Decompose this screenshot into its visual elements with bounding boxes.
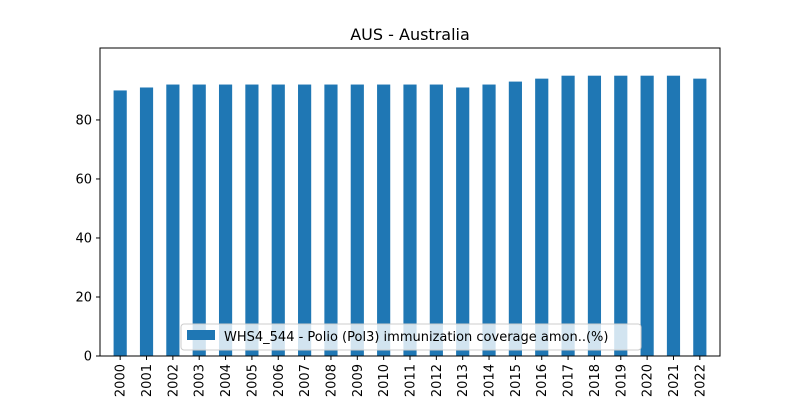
legend: WHS4_544 - Polio (Pol3) immunization cov… xyxy=(180,323,642,351)
x-tick-label: 2022 xyxy=(693,364,708,397)
y-tick-label: 0 xyxy=(84,350,92,365)
bar-2022 xyxy=(693,78,707,357)
bar-2011 xyxy=(403,84,417,356)
x-tick-label: 2017 xyxy=(562,364,577,397)
bar-2008 xyxy=(324,84,338,356)
bar-2014 xyxy=(482,84,496,356)
x-tick-label: 2012 xyxy=(430,364,445,397)
bar-2009 xyxy=(350,84,364,356)
legend-label: WHS4_544 - Polio (Pol3) immunization cov… xyxy=(224,330,608,345)
x-tick-label: 2018 xyxy=(588,364,603,397)
y-tick-label: 40 xyxy=(75,231,92,246)
x-tick-label: 2000 xyxy=(114,364,129,397)
x-axis: 2000 2001 2002 2003 2004 2005 2006 2007 2008 2009… xyxy=(114,356,708,397)
y-tick-label: 20 xyxy=(75,290,92,305)
bar-2001 xyxy=(139,87,154,356)
x-tick-label: 2008 xyxy=(324,364,339,397)
legend-swatch xyxy=(187,330,215,340)
bar-2017 xyxy=(561,75,575,356)
x-tick-label: 2016 xyxy=(535,364,550,397)
legend-box xyxy=(180,323,642,351)
x-tick-label: 2002 xyxy=(166,364,181,397)
bar-2012 xyxy=(429,84,443,356)
x-tick-label: 2007 xyxy=(298,364,313,397)
bars-group xyxy=(113,75,707,357)
bar-2016 xyxy=(535,78,549,357)
bar-2005 xyxy=(245,84,259,356)
x-tick-label: 2011 xyxy=(404,364,419,397)
x-tick-label: 2015 xyxy=(509,364,524,397)
bar-2003 xyxy=(192,84,206,356)
bar-2004 xyxy=(218,84,233,356)
bar-2019 xyxy=(614,75,628,356)
chart-title: AUS - Australia xyxy=(350,25,470,44)
y-axis: 0 20 40 60 80 xyxy=(75,113,100,365)
x-tick-label: 2020 xyxy=(641,364,656,397)
bar-2020 xyxy=(640,75,654,356)
x-tick-label: 2019 xyxy=(614,364,629,397)
bar-2018 xyxy=(587,75,602,356)
y-tick-label: 80 xyxy=(75,113,92,128)
x-tick-label: 2010 xyxy=(377,364,392,397)
x-tick-label: 2014 xyxy=(483,364,498,397)
bar-2015 xyxy=(508,81,522,356)
bar-2000 xyxy=(113,90,127,357)
bar-2013 xyxy=(456,87,470,356)
x-tick-label: 2021 xyxy=(667,364,682,397)
bar-2010 xyxy=(377,84,391,356)
x-tick-label: 2005 xyxy=(245,364,260,397)
x-tick-label: 2004 xyxy=(219,364,234,397)
y-tick-label: 60 xyxy=(75,172,92,187)
bar-2021 xyxy=(666,75,681,356)
x-tick-label: 2013 xyxy=(456,364,471,397)
x-tick-label: 2003 xyxy=(193,364,208,397)
x-tick-label: 2001 xyxy=(140,364,155,397)
bar-2002 xyxy=(166,84,180,356)
x-tick-label: 2009 xyxy=(351,364,366,397)
bar-2006 xyxy=(271,84,285,356)
bar-2007 xyxy=(298,84,312,356)
x-tick-label: 2006 xyxy=(272,364,287,397)
